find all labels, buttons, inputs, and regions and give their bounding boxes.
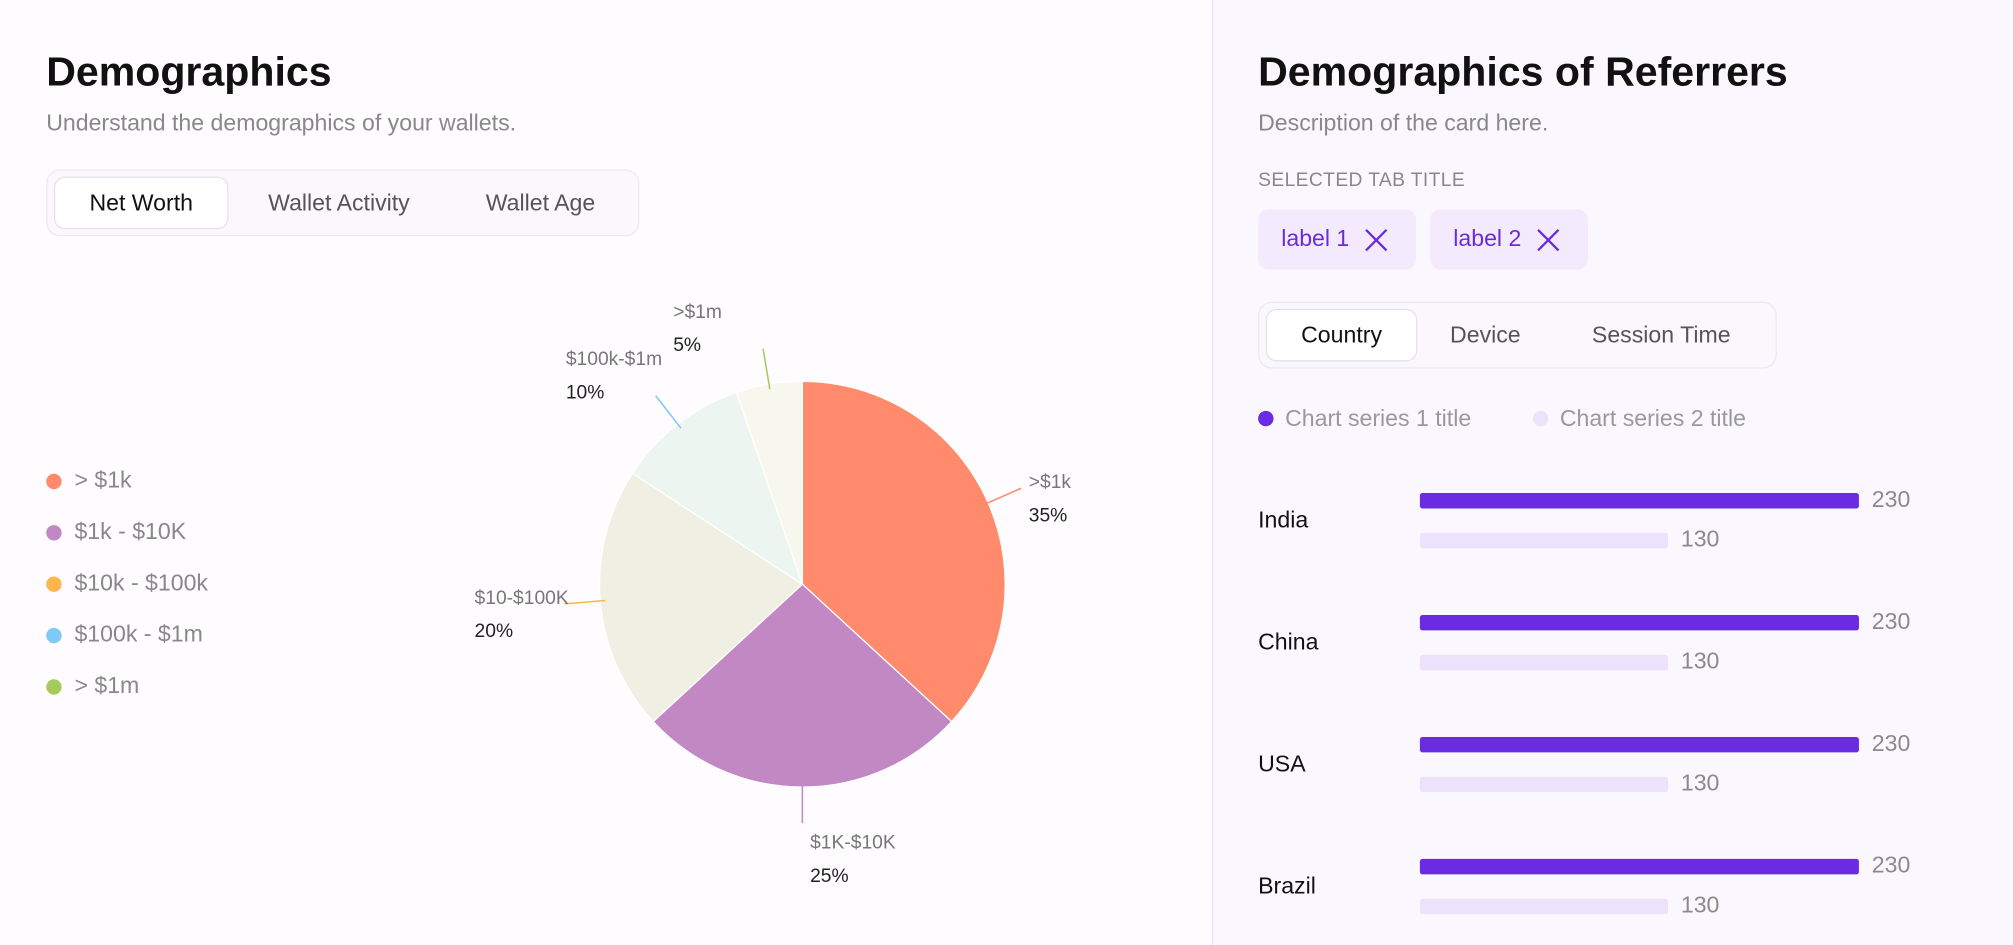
chip[interactable] <box>1258 209 1417 270</box>
slice-value: 35% <box>1029 506 1068 527</box>
subtitle: Description of the card here. <box>1258 110 1548 136</box>
legend-label: $10k - $100k <box>74 569 208 595</box>
category-label: Brazil <box>1258 872 1316 898</box>
tab[interactable]: Country <box>1301 322 1382 348</box>
slice-value: 20% <box>475 621 514 642</box>
left-panel <box>0 0 1212 945</box>
legend-dot <box>46 627 62 644</box>
slice-value: 25% <box>810 866 849 887</box>
slice-label: $10-$100K <box>475 588 569 609</box>
legend-label: Chart series 2 title <box>1560 405 1746 431</box>
slice-label: $100k-$1m <box>566 349 662 370</box>
legend-dot <box>1258 410 1274 427</box>
slice-value: 10% <box>566 382 605 403</box>
tab[interactable]: Session Time <box>1592 322 1731 348</box>
bar <box>1419 776 1669 793</box>
tab-selected[interactable] <box>53 176 229 230</box>
right-panel <box>1211 0 2013 945</box>
bar <box>1419 736 1859 753</box>
title: Demographics of Referrers <box>1258 48 1788 94</box>
bar <box>1419 898 1669 915</box>
bar-value: 230 <box>1872 486 1911 512</box>
leader-line <box>655 395 682 429</box>
bar <box>1419 532 1669 549</box>
chip-close[interactable] <box>1365 229 1388 252</box>
legend-label: $100k - $1m <box>74 621 202 647</box>
bar <box>1419 654 1669 671</box>
bar-value: 130 <box>1681 770 1720 796</box>
tab[interactable]: Net Worth <box>89 189 193 215</box>
legend-label: > $1k <box>74 467 132 493</box>
leader-line <box>983 487 1022 506</box>
slice-value: 5% <box>673 335 701 356</box>
bar <box>1419 858 1859 875</box>
legend-label: $1k - $10K <box>74 518 186 544</box>
bar <box>1419 493 1859 509</box>
legend-label: > $1m <box>74 672 139 698</box>
bar-value: 230 <box>1872 852 1911 878</box>
leader-line <box>762 348 771 390</box>
section-title: SELECTED TAB TITLE <box>1258 170 1465 191</box>
category-label: China <box>1258 628 1318 654</box>
subtitle: Understand the demographics of your wall… <box>46 110 516 136</box>
leader-line <box>564 599 606 605</box>
legend-label: Chart series 1 title <box>1285 405 1471 431</box>
legend-dot <box>46 525 62 541</box>
bar-value: 130 <box>1681 526 1720 552</box>
bar-value: 130 <box>1681 648 1720 674</box>
tab[interactable]: Device <box>1450 322 1521 348</box>
slice-label: >$1k <box>1029 472 1072 493</box>
legend-dot <box>46 576 62 592</box>
slice-label: $1K-$10K <box>810 833 896 854</box>
bar-value: 230 <box>1872 608 1911 634</box>
tab[interactable]: Wallet Age <box>486 189 596 215</box>
title: Demographics <box>46 48 331 94</box>
tab[interactable]: Wallet Activity <box>268 189 410 215</box>
bar <box>1419 615 1859 631</box>
bar-value: 230 <box>1872 730 1911 756</box>
chip-close[interactable] <box>1537 229 1560 252</box>
slice-label: >$1m <box>673 302 722 323</box>
legend-dot <box>1532 410 1549 427</box>
bar-value: 130 <box>1681 892 1720 918</box>
chip-label: label 2 <box>1453 225 1521 251</box>
tab-selected[interactable] <box>1265 308 1418 362</box>
chip-label: label 1 <box>1281 225 1349 251</box>
chip[interactable] <box>1430 209 1589 270</box>
category-label: USA <box>1258 750 1306 776</box>
legend-dot <box>46 473 62 490</box>
legend-dot <box>46 679 62 695</box>
category-label: India <box>1258 506 1308 532</box>
